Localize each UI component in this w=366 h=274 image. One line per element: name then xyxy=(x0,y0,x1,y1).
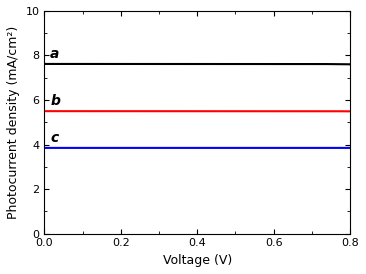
Text: b: b xyxy=(50,94,60,108)
Y-axis label: Photocurrent density (mA/cm²): Photocurrent density (mA/cm²) xyxy=(7,26,20,219)
X-axis label: Voltage (V): Voltage (V) xyxy=(163,254,232,267)
Text: c: c xyxy=(50,131,58,145)
Text: a: a xyxy=(50,47,59,61)
